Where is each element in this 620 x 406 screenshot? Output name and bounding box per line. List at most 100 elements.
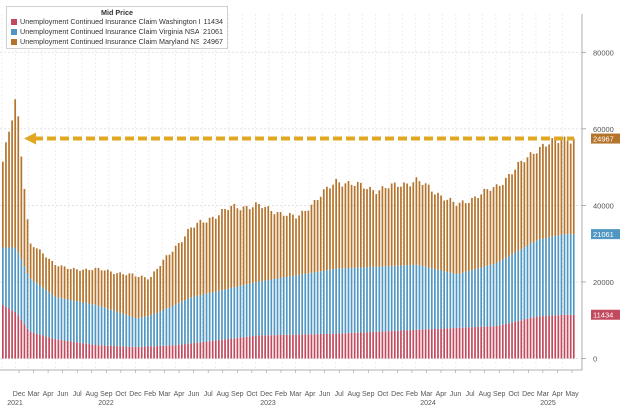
bar-segment [79,270,81,302]
bar-segment [239,285,242,338]
bar-segment [230,287,233,339]
reference-line [24,132,574,145]
bar-segment [48,337,50,359]
bar-segment [375,331,378,359]
bar-segment [329,269,331,334]
bar-segment [14,312,17,359]
bar-segment [134,346,137,359]
bar-segment [2,304,4,359]
bar-segment [532,153,535,242]
bar-segment [381,266,384,332]
bar-segment [221,339,223,359]
bar-segment [393,182,396,266]
bar-segment [347,333,350,359]
bar-segment [535,316,538,359]
bar-segment [563,314,566,359]
bar-segment [165,255,168,309]
bar-segment [66,341,69,359]
bar-segment [156,312,158,347]
bar-segment [341,333,344,359]
y-tick-label: 60000 [593,125,614,134]
bar-segment [211,216,214,293]
bar-segment [202,341,205,359]
bar-segment [29,243,32,279]
bar-segment [480,326,483,359]
bar-segment [159,311,162,346]
bar-segment [131,316,134,347]
bar-segment [196,222,199,296]
bar-segment [421,185,424,267]
bar-segment [501,324,504,359]
bar-segment [100,345,103,359]
bar-segment [32,247,35,282]
bar-segment [381,186,384,267]
bar-segment [236,337,239,359]
bar-segment [390,331,393,359]
bar-segment [116,311,118,347]
bar-segment [424,183,427,267]
bar-segment [119,272,121,313]
bar-segment [140,346,143,359]
x-tick-label: Aug [478,391,491,398]
bar-segment [427,184,430,268]
bar-segment [273,214,276,279]
bar-segment [39,334,41,359]
bar-segment [316,271,319,335]
bar-segment [20,259,23,320]
bar-segment [267,206,270,281]
last-value-label: 11434 [593,311,613,320]
bar-segment [458,327,461,359]
x-tick-label: Jul [466,391,475,398]
bar-segment [535,153,538,241]
bar-segment [239,337,242,359]
bar-segment [427,267,430,330]
bar-segment [514,252,516,322]
bar-segment [174,304,177,346]
bar-segment [526,157,529,246]
bar-segment [569,314,572,359]
bar-segment [508,256,510,324]
bar-segment [384,188,387,267]
bar-segment [434,194,436,269]
bar-segment [282,334,285,359]
bar-segment [106,345,109,359]
bar-segment [224,289,226,340]
bar-segment [97,305,100,346]
bar-segment [437,192,439,270]
legend-label: Unemployment Continued Insurance Claim W… [20,17,200,26]
legend-title: Mid Price [101,8,133,17]
bar-segment [35,283,38,334]
bar-segment [332,184,334,270]
bar-segment [545,146,547,238]
bar-segment [514,321,516,359]
bar-segment [184,236,186,301]
bar-segment [214,218,217,292]
bar-segment [458,202,461,274]
bar-segment [110,271,112,310]
bar-segment [298,215,300,275]
x-tick-label: Dec [260,391,273,398]
bar-segment [258,281,260,336]
bar-segment [304,273,307,335]
bar-segment [381,331,384,359]
x-tick-label: Mar [289,391,302,398]
bar-segment [147,316,149,347]
bar-segment [563,136,566,235]
bar-segment [298,274,300,335]
bar-segment [261,208,263,282]
bar-segment [264,335,267,359]
bar-segment [245,205,248,285]
bar-segment [279,212,282,278]
bar-segment [184,300,186,345]
bar-segment [162,309,165,346]
bar-segment [508,173,510,257]
bar-segment [150,276,152,316]
bar-segment [20,319,23,359]
x-tick-label: Jul [73,391,82,398]
bar-segment [150,315,152,347]
bar-segment [66,299,69,342]
bar-segment [326,270,328,334]
bar-segment [48,292,50,338]
bar-segment [455,274,458,328]
bar-segment [177,344,180,359]
